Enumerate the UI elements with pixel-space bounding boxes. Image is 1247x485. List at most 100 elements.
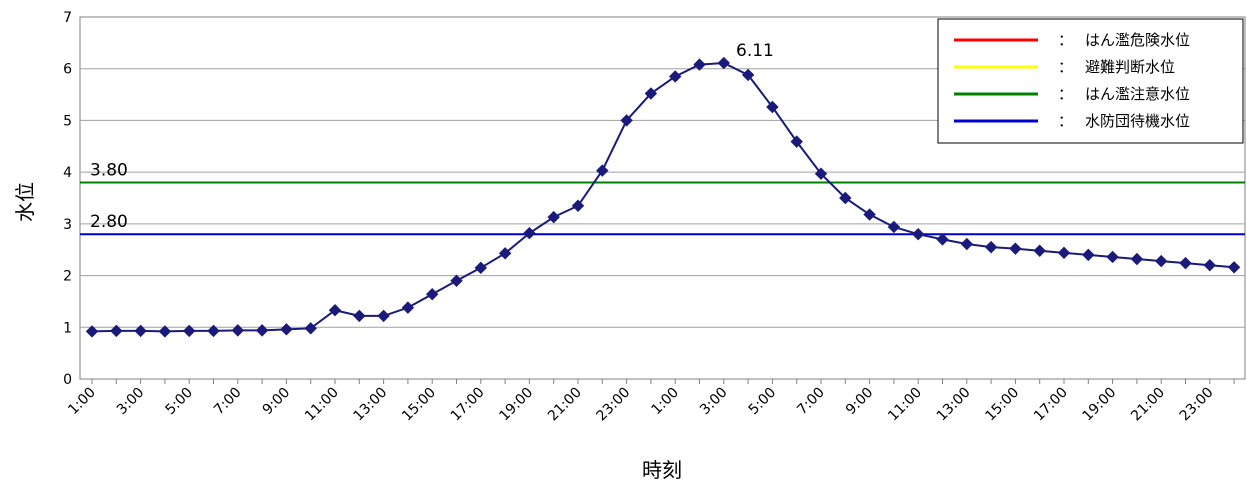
data-point (620, 114, 633, 127)
data-point (571, 199, 585, 212)
x-tick-label: 1:00 (65, 385, 99, 419)
y-axis-title: 水位 (13, 182, 37, 222)
y-tick-label: 6 (63, 62, 72, 78)
x-tick-label: 23:00 (1177, 385, 1217, 425)
legend-label: 水防団待機水位 (1085, 112, 1190, 130)
data-point (1106, 250, 1119, 264)
data-point (790, 135, 803, 148)
reference-line-label: 2.80 (90, 212, 128, 232)
data-point (741, 68, 755, 82)
data-point (1154, 254, 1168, 268)
x-tick-label: 21:00 (545, 385, 585, 425)
x-axis-title: 時刻 (642, 458, 682, 482)
data-point (936, 233, 949, 246)
data-point (474, 261, 488, 275)
data-point (498, 247, 512, 260)
x-tick-label: 13:00 (351, 385, 391, 425)
x-tick-label: 17:00 (1031, 385, 1071, 425)
legend-separator: ： (1058, 112, 1073, 130)
x-tick-label: 15:00 (982, 385, 1022, 425)
y-tick-label: 4 (63, 165, 72, 181)
data-point (353, 309, 366, 323)
legend-label: はん濫危険水位 (1085, 31, 1190, 49)
data-point (814, 167, 828, 180)
x-tick-label: 11:00 (885, 385, 925, 425)
data-point (110, 324, 123, 338)
data-point (911, 227, 925, 241)
x-tick-label: 13:00 (934, 385, 974, 425)
data-point (450, 274, 463, 287)
legend: ： はん濫危険水位 ： 避難判断水位 ： はん濫注意水位 ： 水防団待機水位 (937, 18, 1244, 144)
data-point (158, 325, 172, 338)
data-point (887, 220, 901, 234)
y-tick-labels: 0 1 2 3 4 5 6 7 (63, 10, 72, 388)
data-point (668, 70, 682, 83)
x-tick-label: 23:00 (594, 385, 634, 425)
x-tick-label: 3:00 (114, 385, 148, 419)
data-point (85, 325, 99, 338)
x-tick-label: 5:00 (162, 385, 196, 419)
legend-separator: ： (1058, 58, 1073, 76)
x-tick-label: 19:00 (1080, 385, 1120, 425)
data-point (182, 324, 196, 338)
reference-line-label: 3.80 (90, 160, 128, 180)
y-tick-label: 7 (63, 10, 72, 26)
data-point (280, 323, 293, 336)
x-tick-label: 9:00 (260, 385, 294, 419)
data-point (255, 324, 269, 337)
y-tick-label: 1 (63, 320, 72, 336)
data-point (1033, 244, 1046, 257)
data-point (766, 100, 779, 114)
y-tick-label: 3 (63, 217, 72, 233)
legend-label: はん濫注意水位 (1085, 85, 1190, 103)
data-point (863, 208, 876, 221)
y-tick-label: 2 (63, 269, 72, 285)
series-layer (85, 56, 1241, 338)
x-tick-label: 3:00 (697, 385, 731, 419)
data-point (596, 164, 609, 177)
data-point (207, 324, 220, 338)
data-point (1082, 248, 1095, 262)
data-point (231, 324, 245, 337)
x-tick-label: 7:00 (211, 385, 245, 419)
peak-annotation: 6.11 (736, 41, 774, 61)
data-point (523, 226, 536, 240)
data-point (304, 322, 317, 335)
data-point (1203, 259, 1217, 272)
data-point (960, 237, 974, 251)
data-point (1057, 246, 1071, 260)
legend-separator: ： (1058, 31, 1073, 49)
data-point (425, 287, 439, 301)
y-tick-label: 0 (63, 372, 72, 388)
data-point (644, 87, 658, 100)
x-tick-label: 19:00 (496, 385, 536, 425)
x-tick-label: 15:00 (399, 385, 439, 425)
x-tick-label: 9:00 (843, 385, 877, 419)
data-point (717, 56, 731, 70)
data-point (1179, 256, 1192, 270)
data-point (377, 309, 390, 323)
x-tick-label: 11:00 (302, 385, 342, 425)
data-point (984, 240, 998, 254)
legend-separator: ： (1058, 85, 1073, 103)
data-point (401, 301, 415, 314)
data-point (328, 304, 342, 317)
data-point (693, 58, 706, 71)
x-tick-label: 7:00 (794, 385, 828, 419)
data-point (1130, 252, 1144, 266)
x-tick-labels: 1:00 3:00 5:00 7:00 9:00 11:00 13:00 15:00 17:00… (65, 379, 1235, 425)
x-tick-label: 21:00 (1128, 385, 1168, 425)
y-tick-label: 5 (63, 113, 72, 129)
data-point (1009, 242, 1022, 255)
x-tick-label: 5:00 (746, 385, 780, 419)
data-point (839, 191, 852, 205)
data-point (1227, 261, 1241, 274)
x-tick-label: 1:00 (648, 385, 682, 419)
reference-lines: 3.80 2.80 (80, 160, 1245, 236)
data-point (547, 210, 560, 224)
x-tick-label: 17:00 (448, 385, 488, 425)
legend-label: 避難判断水位 (1085, 58, 1175, 76)
data-point (134, 324, 147, 338)
